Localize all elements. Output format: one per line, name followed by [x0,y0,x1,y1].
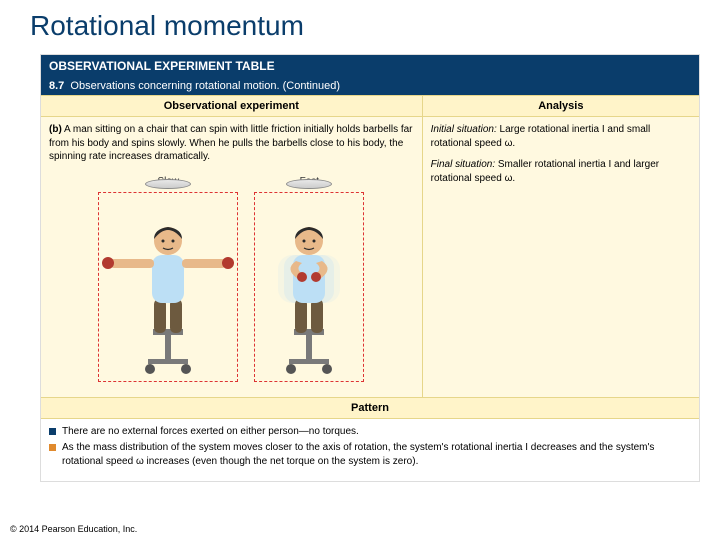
col-header-analysis: Analysis [423,96,699,116]
pattern-header: Pattern [41,397,699,419]
figure-slow: Slow [98,192,238,382]
pattern-bullet-2: As the mass distribution of the system m… [49,441,691,469]
pattern-bullet-1: There are no external forces exerted on … [49,425,691,439]
analysis-final: Final situation: Smaller rotational iner… [431,158,691,185]
slide-title: Rotational momentum [0,0,720,42]
figure-fast: Fast [254,192,364,382]
analysis-initial: Initial situation: Large rotational iner… [431,123,691,150]
experiment-label: (b) [49,124,62,135]
person-arms-in-icon [254,199,364,379]
copyright-text: © 2014 Pearson Education, Inc. [10,524,137,534]
column-headers: Observational experiment Analysis [41,95,699,117]
experiment-cell: (b) A man sitting on a chair that can sp… [41,117,423,397]
analysis-initial-label: Initial situation: [431,124,497,135]
spin-disc-icon [145,179,191,189]
pattern-body: There are no external forces exerted on … [41,419,699,481]
content-row: (b) A man sitting on a chair that can sp… [41,117,699,397]
pattern-bullet-1-text: There are no external forces exerted on … [62,425,359,439]
analysis-final-label: Final situation: [431,159,495,170]
pattern-bullet-2-text: As the mass distribution of the system m… [62,441,691,469]
experiment-table: OBSERVATIONAL EXPERIMENT TABLE 8.7 Obser… [40,54,700,482]
section-title: Observations concerning rotational motio… [70,80,340,92]
experiment-text: A man sitting on a chair that can spin w… [49,124,413,162]
person-arms-out-icon [98,199,238,379]
col-header-experiment: Observational experiment [41,96,423,116]
table-subheader: 8.7 Observations concerning rotational m… [41,77,699,95]
analysis-cell: Initial situation: Large rotational iner… [423,117,699,397]
spin-disc-icon [286,179,332,189]
table-header-bar: OBSERVATIONAL EXPERIMENT TABLE [41,55,699,77]
square-bullet-icon [49,428,56,435]
square-bullet-icon [49,444,56,451]
section-number: 8.7 [49,80,64,92]
figures-row: Slow [49,174,414,382]
